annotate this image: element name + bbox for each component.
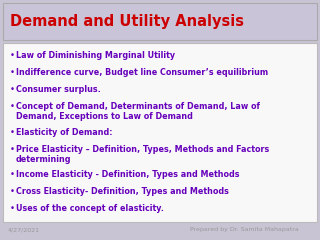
Text: •: • [10, 187, 15, 196]
Text: Uses of the concept of elasticity.: Uses of the concept of elasticity. [16, 204, 164, 213]
Text: Prepared by Dr. Samita Mahapatra: Prepared by Dr. Samita Mahapatra [190, 228, 299, 233]
Text: Cross Elasticity- Definition, Types and Methods: Cross Elasticity- Definition, Types and … [16, 187, 229, 196]
Text: •: • [10, 204, 15, 213]
Text: •: • [10, 102, 15, 111]
Text: •: • [10, 170, 15, 179]
Text: Elasticity of Demand:: Elasticity of Demand: [16, 127, 113, 137]
Text: 4/27/2021: 4/27/2021 [8, 228, 40, 233]
Text: Consumer surplus.: Consumer surplus. [16, 85, 101, 94]
Text: Law of Diminishing Marginal Utility: Law of Diminishing Marginal Utility [16, 51, 175, 60]
Text: Indifference curve, Budget line Consumer’s equilibrium: Indifference curve, Budget line Consumer… [16, 68, 268, 77]
Text: •: • [10, 85, 15, 94]
Text: Income Elasticity - Definition, Types and Methods: Income Elasticity - Definition, Types an… [16, 170, 239, 179]
Bar [3, 3, 317, 40]
Text: •: • [10, 68, 15, 77]
Text: Price Elasticity – Definition, Types, Methods and Factors: Price Elasticity – Definition, Types, Me… [16, 144, 269, 154]
Text: Demand and Utility Analysis: Demand and Utility Analysis [10, 14, 244, 29]
Text: determining: determining [16, 155, 71, 163]
Text: Concept of Demand, Determinants of Demand, Law of: Concept of Demand, Determinants of Deman… [16, 102, 260, 111]
Text: Demand, Exceptions to Law of Demand: Demand, Exceptions to Law of Demand [16, 112, 193, 121]
Bar [3, 43, 317, 222]
Text: •: • [10, 127, 15, 137]
Text: •: • [10, 51, 15, 60]
Text: •: • [10, 144, 15, 154]
